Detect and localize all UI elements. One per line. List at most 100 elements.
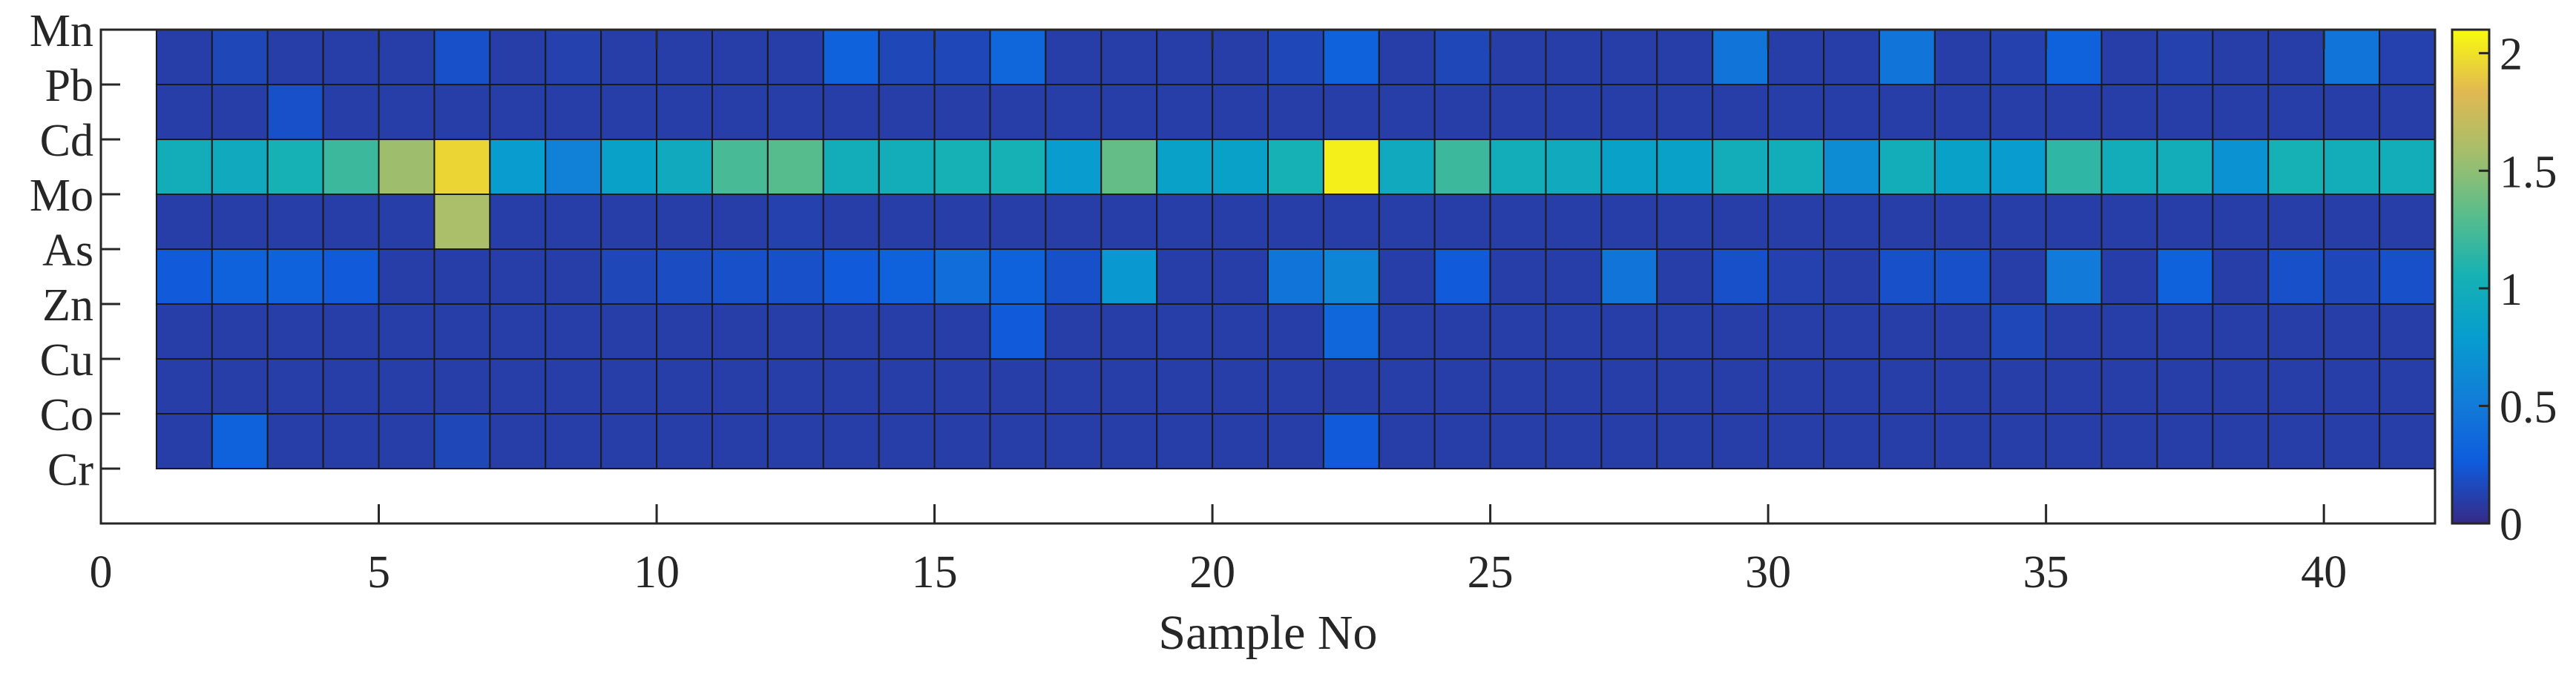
heatmap-cell-mo-28 bbox=[1656, 194, 1714, 250]
heatmap-cell-as-30 bbox=[1767, 248, 1825, 305]
heatmap-cell-pb-21 bbox=[1267, 84, 1324, 140]
heatmap-cell-as-20 bbox=[1212, 248, 1269, 305]
heatmap-cell-mo-2 bbox=[211, 194, 269, 250]
heatmap-cell-mo-33 bbox=[1933, 194, 1991, 250]
heatmap-cell-cd-11 bbox=[711, 139, 769, 195]
heatmap-cell-cu-36 bbox=[2100, 358, 2158, 414]
heatmap-cell-pb-40 bbox=[2323, 84, 2381, 140]
heatmap-cell-mo-27 bbox=[1600, 194, 1658, 250]
heatmap-cell-cd-8 bbox=[545, 139, 602, 195]
heatmap-cell-cd-33 bbox=[1933, 139, 1991, 195]
heatmap-cell-as-18 bbox=[1100, 248, 1158, 305]
heatmap-cell-mo-8 bbox=[545, 194, 602, 250]
heatmap-cell-as-15 bbox=[933, 248, 991, 305]
heatmap-cell-cd-1 bbox=[155, 139, 213, 195]
heatmap-cell-pb-1 bbox=[155, 84, 213, 140]
heatmap-cell-mo-22 bbox=[1322, 194, 1380, 250]
heatmap-cell-mo-7 bbox=[489, 194, 547, 250]
y-tick-label-as: As bbox=[42, 225, 93, 276]
heatmap-cell-cd-39 bbox=[2267, 139, 2325, 195]
heatmap-cell-as-26 bbox=[1545, 248, 1603, 305]
heatmap-cell-cu-5 bbox=[378, 358, 436, 414]
heatmap-cell-as-7 bbox=[489, 248, 547, 305]
heatmap-cell-mo-25 bbox=[1489, 194, 1547, 250]
heatmap-cell-mn-12 bbox=[766, 29, 824, 85]
heatmap-cell-mn-25 bbox=[1489, 29, 1547, 85]
heatmap-cell-co-10 bbox=[656, 413, 713, 469]
heatmap-cell-pb-38 bbox=[2212, 84, 2270, 140]
plot-frame bbox=[99, 28, 2437, 525]
heatmap-cell-cd-36 bbox=[2100, 139, 2158, 195]
heatmap-cell-mn-10 bbox=[656, 29, 713, 85]
heatmap-cell-pb-8 bbox=[545, 84, 602, 140]
heatmap-cell-as-10 bbox=[656, 248, 713, 305]
heatmap-cell-mo-20 bbox=[1212, 194, 1269, 250]
heatmap-cell-as-23 bbox=[1378, 248, 1436, 305]
heatmap-cell-co-40 bbox=[2323, 413, 2381, 469]
heatmap-cell-zn-26 bbox=[1545, 303, 1603, 360]
heatmap-cell-cd-2 bbox=[211, 139, 269, 195]
heatmap-cell-co-36 bbox=[2100, 413, 2158, 469]
heatmap-cell-pb-29 bbox=[1712, 84, 1770, 140]
heatmap-cell-pb-7 bbox=[489, 84, 547, 140]
heatmap-cell-mn-39 bbox=[2267, 29, 2325, 85]
heatmap-cell-pb-28 bbox=[1656, 84, 1714, 140]
heatmap-cell-co-25 bbox=[1489, 413, 1547, 469]
heatmap-cell-pb-36 bbox=[2100, 84, 2158, 140]
heatmap-cell-cu-9 bbox=[600, 358, 658, 414]
heatmap-cell-as-36 bbox=[2100, 248, 2158, 305]
heatmap-cell-co-20 bbox=[1212, 413, 1269, 469]
heatmap-cell-zn-1 bbox=[155, 303, 213, 360]
heatmap-cell-cd-31 bbox=[1823, 139, 1880, 195]
heatmap-cell-cu-8 bbox=[545, 358, 602, 414]
heatmap-cell-as-37 bbox=[2156, 248, 2214, 305]
colorbar-tick-label: 0 bbox=[2500, 500, 2523, 550]
y-tick-label-mn: Mn bbox=[30, 6, 93, 56]
heatmap-cell-co-19 bbox=[1156, 413, 1214, 469]
heatmap-cell-mo-1 bbox=[155, 194, 213, 250]
y-tick-label-cu: Cu bbox=[40, 335, 93, 386]
heatmap-cell-as-29 bbox=[1712, 248, 1770, 305]
heatmap-cell-as-22 bbox=[1322, 248, 1380, 305]
heatmap-cell-mo-39 bbox=[2267, 194, 2325, 250]
heatmap-cell-mo-11 bbox=[711, 194, 769, 250]
heatmap-cell-mn-3 bbox=[266, 29, 324, 85]
heatmap-cell-mn-13 bbox=[822, 29, 880, 85]
heatmap-cell-cd-38 bbox=[2212, 139, 2270, 195]
heatmap-cell-mo-30 bbox=[1767, 194, 1825, 250]
heatmap-cell-pb-23 bbox=[1378, 84, 1436, 140]
heatmap-cell-as-41 bbox=[2379, 248, 2436, 305]
heatmap-cell-pb-41 bbox=[2379, 84, 2436, 140]
heatmap-cell-cd-21 bbox=[1267, 139, 1324, 195]
x-tick-label: 5 bbox=[367, 547, 390, 598]
heatmap-cell-mn-16 bbox=[989, 29, 1047, 85]
heatmap-cell-co-7 bbox=[489, 413, 547, 469]
heatmap-cell-mn-28 bbox=[1656, 29, 1714, 85]
heatmap-cell-as-4 bbox=[322, 248, 380, 305]
heatmap-cell-zn-6 bbox=[433, 303, 491, 360]
heatmap-cell-cd-20 bbox=[1212, 139, 1269, 195]
heatmap-cell-as-13 bbox=[822, 248, 880, 305]
heatmap-cell-mn-23 bbox=[1378, 29, 1436, 85]
heatmap-cell-zn-27 bbox=[1600, 303, 1658, 360]
heatmap-cell-zn-17 bbox=[1045, 303, 1103, 360]
heatmap-cell-mo-29 bbox=[1712, 194, 1770, 250]
heatmap-cell-mo-19 bbox=[1156, 194, 1214, 250]
heatmap-cell-mn-34 bbox=[1989, 29, 2047, 85]
heatmap-cell-cd-29 bbox=[1712, 139, 1770, 195]
colorbar-gradient bbox=[2451, 28, 2491, 525]
heatmap-cell-mn-38 bbox=[2212, 29, 2270, 85]
heatmap-cell-pb-37 bbox=[2156, 84, 2214, 140]
heatmap-cell-cu-41 bbox=[2379, 358, 2436, 414]
heatmap-cell-zn-40 bbox=[2323, 303, 2381, 360]
heatmap-cell-zn-21 bbox=[1267, 303, 1324, 360]
heatmap-cell-zn-5 bbox=[378, 303, 436, 360]
heatmap-cell-mn-37 bbox=[2156, 29, 2214, 85]
heatmap-cell-zn-41 bbox=[2379, 303, 2436, 360]
x-axis: 0 5 10 15 20 25 30 35 40 bbox=[90, 30, 2347, 598]
heatmap-cell-zn-23 bbox=[1378, 303, 1436, 360]
heatmap-cell-co-38 bbox=[2212, 413, 2270, 469]
heatmap-cell-mn-18 bbox=[1100, 29, 1158, 85]
heatmap-cell-pb-14 bbox=[878, 84, 936, 140]
heatmap-cell-as-14 bbox=[878, 248, 936, 305]
